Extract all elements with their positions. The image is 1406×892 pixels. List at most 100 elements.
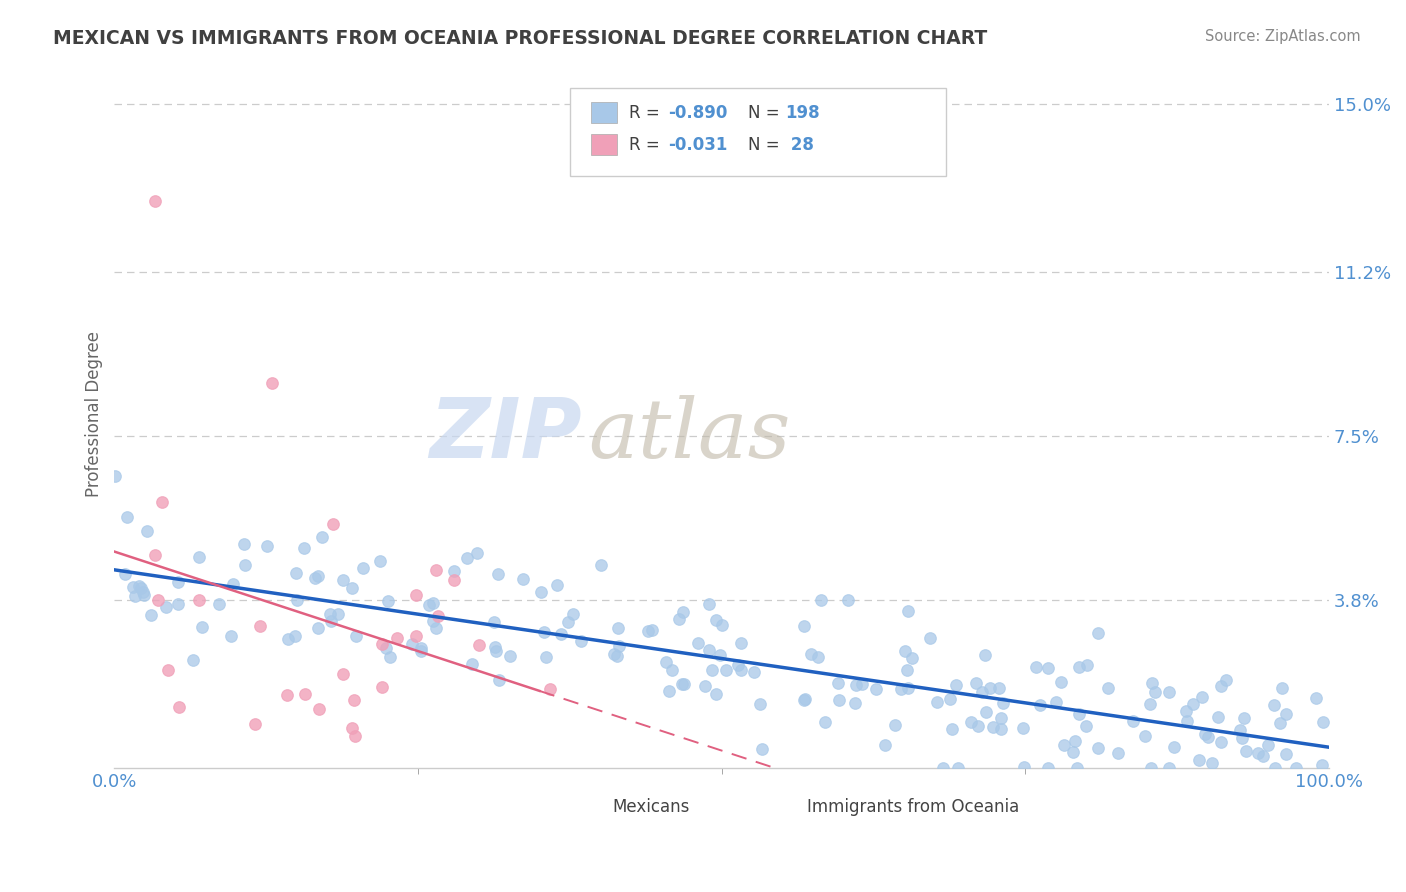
Point (851, 677, 873, 691)
Point (1140, 761, 1163, 775)
Point (697, 597, 720, 611)
Point (1275, 706, 1298, 721)
Point (143, 194, 166, 209)
Point (405, 588, 427, 602)
Point (1268, 715, 1291, 730)
Point (1012, 759, 1035, 773)
Point (292, 541, 315, 556)
Point (673, 677, 696, 691)
Point (304, 571, 326, 585)
Point (603, 647, 626, 661)
Point (1247, 746, 1270, 760)
Point (285, 593, 308, 607)
Point (1011, 722, 1033, 736)
Point (427, 609, 450, 624)
Point (946, 761, 969, 775)
Point (465, 546, 488, 560)
Point (370, 637, 392, 651)
Point (308, 702, 330, 716)
Point (550, 626, 572, 640)
Point (425, 621, 447, 635)
Point (1175, 714, 1198, 729)
Point (672, 605, 695, 619)
Point (974, 648, 997, 662)
Point (897, 604, 920, 618)
Text: N =: N = (748, 103, 786, 121)
Point (810, 593, 832, 607)
Point (557, 615, 579, 629)
Point (538, 682, 561, 697)
FancyBboxPatch shape (770, 798, 797, 820)
Point (285, 566, 308, 580)
Point (422, 614, 444, 628)
Point (938, 692, 960, 706)
Point (232, 537, 254, 551)
Point (124, 589, 146, 603)
Point (276, 688, 298, 702)
Point (1285, 761, 1308, 775)
Point (129, 581, 152, 595)
Point (262, 376, 284, 390)
Point (1209, 734, 1232, 748)
Text: -0.031: -0.031 (668, 136, 728, 153)
Point (1263, 698, 1285, 712)
Point (1230, 731, 1253, 746)
Point (114, 567, 136, 582)
Point (655, 656, 678, 670)
Point (533, 625, 555, 640)
Point (990, 710, 1012, 724)
Point (700, 663, 723, 677)
Point (711, 618, 734, 632)
Point (988, 681, 1011, 695)
Point (967, 719, 990, 733)
Point (143, 549, 166, 563)
Point (378, 650, 401, 665)
Point (233, 558, 256, 572)
Point (499, 648, 522, 663)
Point (375, 641, 398, 656)
Text: atlas: atlas (588, 395, 790, 475)
Point (284, 629, 307, 643)
FancyBboxPatch shape (576, 798, 603, 820)
Point (807, 649, 830, 664)
Point (793, 619, 815, 633)
Point (1076, 658, 1098, 673)
Point (326, 607, 349, 622)
Point (488, 673, 510, 687)
Point (1251, 749, 1274, 764)
Point (637, 624, 659, 638)
Point (1087, 741, 1109, 756)
Point (222, 577, 245, 591)
Point (1234, 743, 1257, 757)
Point (1197, 731, 1219, 745)
Point (530, 584, 553, 599)
Point (974, 706, 997, 720)
Point (894, 643, 917, 657)
Point (704, 613, 727, 627)
Point (751, 741, 773, 756)
Point (322, 517, 344, 532)
Point (1097, 681, 1119, 695)
Point (569, 634, 592, 648)
Point (591, 558, 613, 573)
Point (188, 592, 211, 607)
Point (1133, 729, 1156, 743)
Point (1208, 710, 1230, 724)
Point (443, 573, 465, 587)
Point (343, 693, 366, 707)
Point (828, 693, 851, 707)
Point (658, 683, 681, 698)
Point (814, 715, 837, 730)
Text: 198: 198 (785, 103, 820, 121)
Point (352, 561, 374, 575)
Point (401, 637, 423, 651)
Point (155, 600, 177, 615)
Point (294, 687, 316, 701)
Point (970, 685, 993, 699)
Point (1045, 695, 1067, 709)
Point (249, 619, 271, 633)
Point (1175, 705, 1198, 719)
Text: Mexicans: Mexicans (613, 797, 690, 815)
Point (709, 648, 731, 662)
Point (704, 687, 727, 701)
